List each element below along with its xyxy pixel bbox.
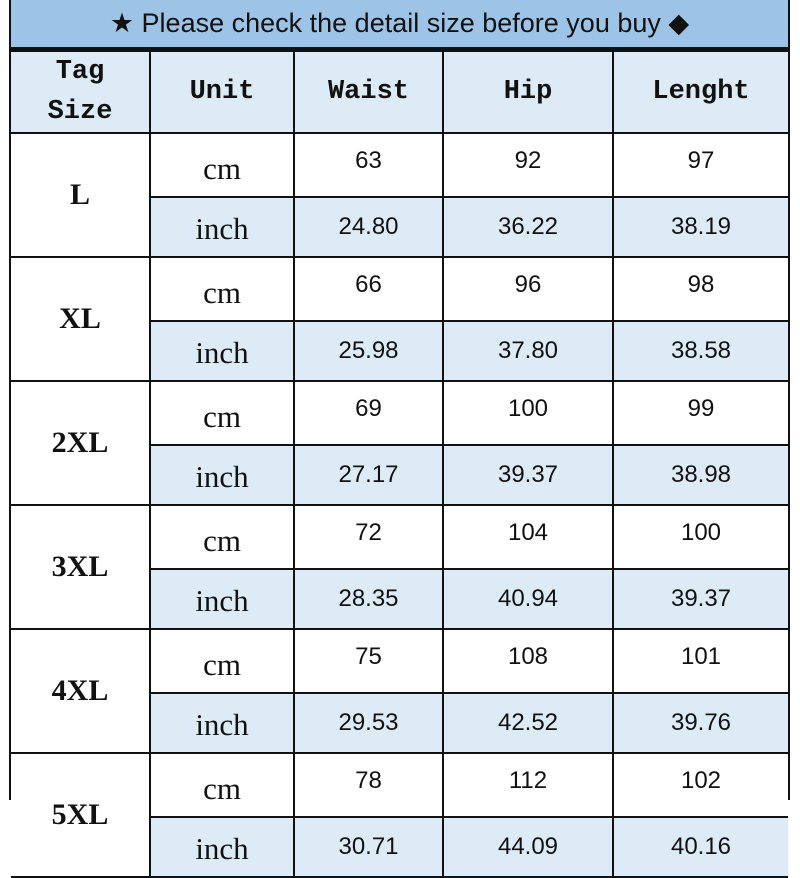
waist-value: 30.71: [293, 816, 444, 878]
unit-label: inch: [150, 816, 295, 878]
header-label: Lenght: [652, 77, 750, 107]
table-row-cm: XL cm 66 96 98: [11, 256, 788, 382]
waist-value: 27.17: [293, 444, 444, 506]
length-value: 38.58: [612, 320, 788, 382]
waist-value: 25.98: [293, 320, 444, 382]
hip-value: 36.22: [442, 196, 614, 258]
waist-value: 72: [293, 504, 444, 570]
length-value: 97: [612, 132, 788, 198]
header-unit: Unit: [149, 50, 295, 134]
size-label: L: [11, 132, 151, 258]
header-tag-size: Tag Size: [11, 50, 151, 134]
header-label: Hip: [503, 77, 553, 107]
table-row-cm: 2XL cm 69 100 99: [11, 380, 788, 506]
length-value: 40.16: [612, 816, 788, 878]
hip-value: 92: [442, 132, 614, 198]
header-label: Unit: [189, 77, 255, 107]
unit-label: cm: [149, 504, 295, 570]
unit-label: cm: [149, 628, 295, 694]
unit-label: inch: [150, 320, 295, 382]
size-label: 4XL: [11, 628, 151, 754]
header-label: Waist: [327, 77, 409, 107]
length-value: 98: [612, 256, 788, 322]
waist-value: 75: [293, 628, 444, 694]
waist-value: 69: [293, 380, 444, 446]
hip-value: 108: [442, 628, 614, 694]
waist-value: 66: [293, 256, 444, 322]
length-value: 38.98: [612, 444, 788, 506]
length-value: 39.76: [612, 692, 788, 754]
header-label: Tag: [55, 57, 105, 87]
hip-value: 39.37: [442, 444, 614, 506]
header-length: Lenght: [612, 50, 788, 134]
header-label: Size: [47, 97, 113, 127]
size-chart: ★ Please check the detail size before yo…: [9, 0, 790, 878]
waist-value: 63: [293, 132, 444, 198]
length-value: 101: [612, 628, 788, 694]
size-label: 3XL: [11, 504, 151, 630]
hip-value: 44.09: [442, 816, 614, 878]
unit-label: cm: [149, 256, 295, 322]
header-row: Tag Size Unit Waist Hip Lenght: [11, 50, 788, 134]
waist-value: 29.53: [293, 692, 444, 754]
waist-value: 24.80: [293, 196, 444, 258]
hip-value: 96: [442, 256, 614, 322]
unit-label: inch: [150, 568, 295, 630]
waist-value: 78: [293, 752, 444, 818]
unit-label: cm: [149, 752, 295, 818]
table-row-inch: inch 24.80 36.22 38.19: [11, 196, 788, 258]
waist-value: 28.35: [293, 568, 444, 630]
unit-label: inch: [150, 692, 295, 754]
length-value: 38.19: [612, 196, 788, 258]
unit-label: cm: [149, 132, 295, 198]
length-value: 100: [612, 504, 788, 570]
table-row-cm: 5XL cm 78 112 102: [11, 752, 788, 878]
hip-value: 104: [442, 504, 614, 570]
size-label: 5XL: [11, 752, 151, 878]
length-value: 102: [612, 752, 788, 818]
hip-value: 40.94: [442, 568, 614, 630]
unit-label: cm: [149, 380, 295, 446]
table-row-cm: 4XL cm 75 108 101: [11, 628, 788, 754]
table-row-inch: inch 28.35 40.94 39.37: [11, 568, 788, 630]
length-value: 99: [612, 380, 788, 446]
size-label: 2XL: [11, 380, 151, 506]
hip-value: 112: [442, 752, 614, 818]
hip-value: 100: [442, 380, 614, 446]
hip-value: 37.80: [442, 320, 614, 382]
table-row-inch: inch 29.53 42.52 39.76: [11, 692, 788, 754]
table-row-inch: inch 27.17 39.37 38.98: [11, 444, 788, 506]
table-row-inch: inch 25.98 37.80 38.58: [11, 320, 788, 382]
unit-label: inch: [150, 444, 295, 506]
header-waist: Waist: [293, 50, 444, 134]
unit-label: inch: [150, 196, 295, 258]
size-label: XL: [11, 256, 151, 382]
length-value: 39.37: [612, 568, 788, 630]
hip-value: 42.52: [442, 692, 614, 754]
header-hip: Hip: [442, 50, 614, 134]
table-row-cm: 3XL cm 72 104 100: [11, 504, 788, 630]
banner-title: ★ Please check the detail size before yo…: [11, 0, 788, 50]
